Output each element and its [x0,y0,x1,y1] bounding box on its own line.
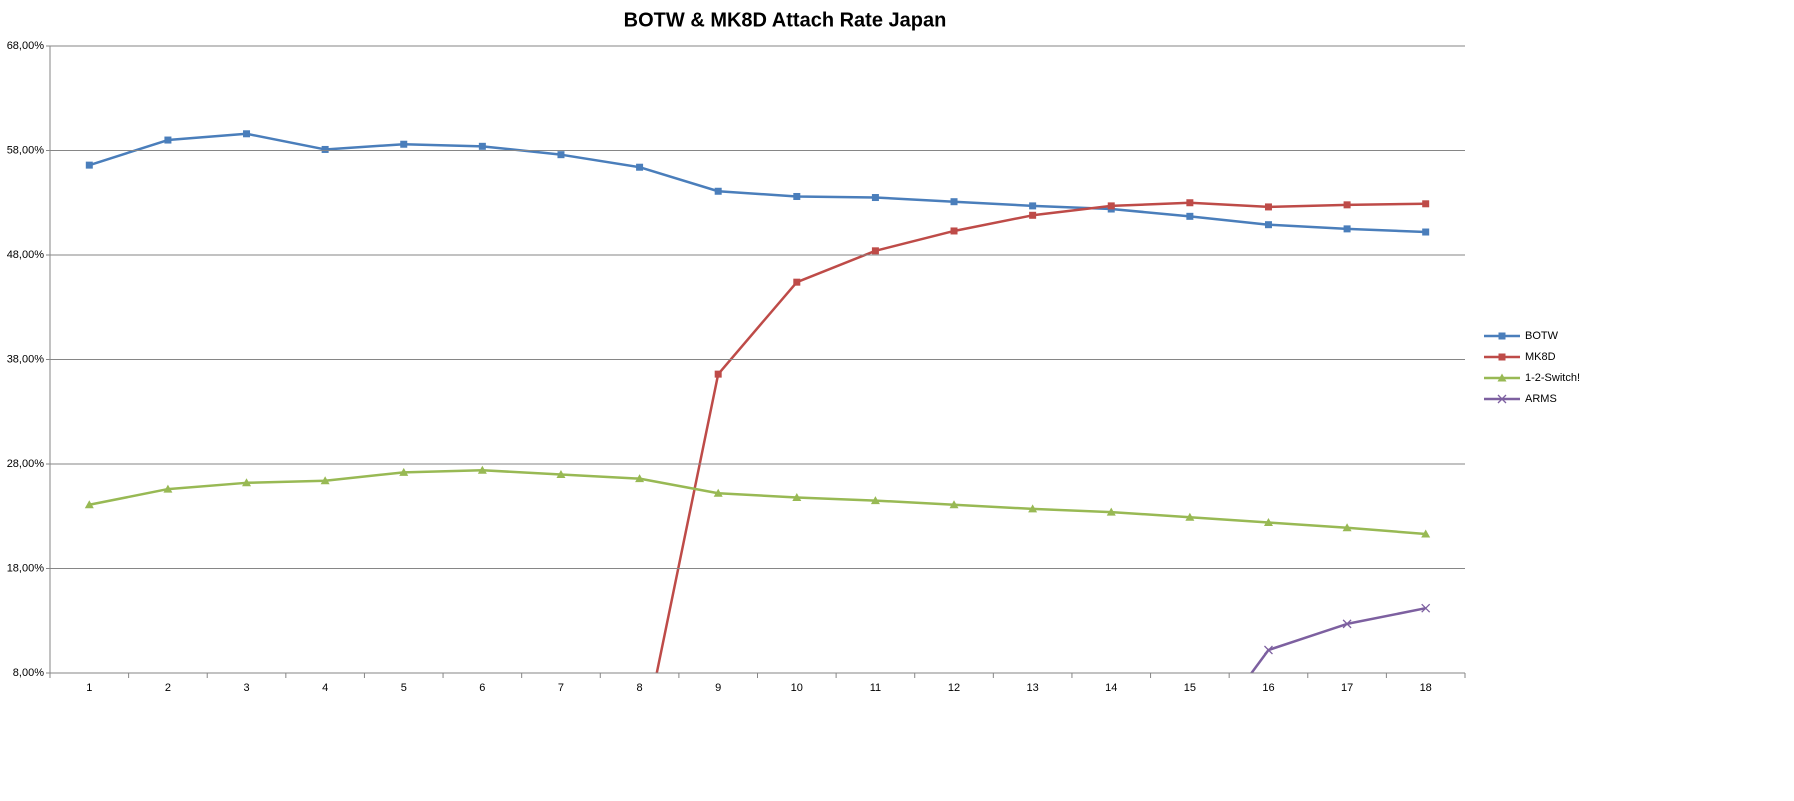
x-tick-label: 7 [558,682,564,694]
y-tick-label: 28,00% [7,458,45,470]
marker [1186,753,1194,761]
y-tick-label: 48,00% [7,249,45,261]
marker [1186,212,1194,220]
marker [636,753,643,760]
x-tick-label: 9 [715,682,721,694]
marker [243,130,251,138]
marker [321,145,329,153]
marker [1106,507,1116,516]
marker [1343,225,1351,233]
x-tick-label: 18 [1420,682,1432,694]
marker [1185,512,1195,521]
marker [871,194,879,202]
marker [1264,221,1272,229]
marker [1186,199,1194,207]
marker [163,484,173,493]
chart-title: BOTW & MK8D Attach Rate Japan [624,9,947,31]
marker [635,474,645,483]
marker [793,278,801,286]
marker [792,492,802,501]
marker [1342,523,1352,532]
marker [1422,228,1430,236]
x-tick-label: 17 [1341,682,1353,694]
marker [1343,201,1351,209]
marker [164,136,172,144]
series-line [88,132,1426,234]
marker [714,187,722,195]
series-line [89,469,1426,536]
series-line [1249,606,1426,673]
marker [1422,200,1430,208]
legend-label: MK8D [1525,351,1556,363]
marker [400,140,408,148]
marker [950,198,958,206]
marker [477,465,487,474]
marker [1264,645,1273,655]
marker [714,370,722,378]
marker [320,476,330,485]
y-tick-label: 18,00% [7,562,45,574]
marker [793,192,801,200]
x-tick-label: 5 [401,682,407,694]
marker [399,467,409,476]
marker [1263,518,1273,527]
y-tick-label: 8,00% [13,667,44,679]
legend-label: ARMS [1525,393,1557,405]
y-tick-label: 38,00% [7,353,45,365]
marker [1342,619,1352,629]
marker [713,488,723,497]
marker [557,151,565,159]
marker [870,496,880,505]
marker [1421,603,1431,613]
marker [1421,529,1431,538]
x-tick-label: 4 [322,682,328,694]
x-tick-label: 15 [1184,682,1196,694]
legend-marker [1497,394,1507,404]
x-tick-label: 10 [791,682,803,694]
marker [636,163,644,171]
legend-marker [1498,332,1506,340]
marker [1107,202,1115,210]
marker [85,161,93,169]
marker [1029,202,1037,210]
y-tick-label: 68,00% [7,40,45,52]
marker [871,247,879,255]
x-tick-label: 3 [243,682,249,694]
marker [1028,504,1038,513]
marker [949,500,959,509]
x-tick-label: 6 [479,682,485,694]
x-tick-label: 12 [948,682,960,694]
marker [1029,211,1037,219]
x-tick-label: 13 [1027,682,1039,694]
x-tick-label: 8 [637,682,643,694]
x-tick-label: 11 [870,682,881,694]
legend-marker [1498,353,1506,361]
marker [478,142,486,150]
legend-marker [1497,373,1507,382]
marker [242,478,252,487]
legend-label: 1-2-Switch! [1525,372,1580,384]
x-tick-label: 14 [1105,682,1117,694]
marker [1264,203,1272,211]
marker [556,469,566,478]
x-tick-label: 16 [1262,682,1274,694]
plot-area [84,130,1431,761]
legend-label: BOTW [1525,330,1559,342]
y-tick-label: 58,00% [7,144,45,156]
marker [950,227,958,235]
x-tick-label: 1 [86,682,92,694]
x-tick-label: 2 [165,682,171,694]
marker [84,500,94,509]
